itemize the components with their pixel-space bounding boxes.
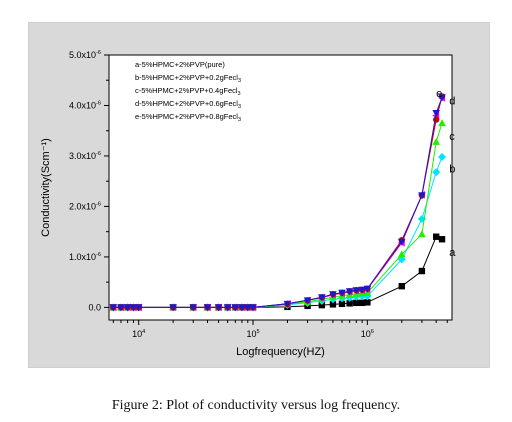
data-point-extra	[169, 304, 177, 312]
data-point-extra	[438, 94, 446, 102]
y-tick-label: 3.0x10-6	[69, 151, 101, 161]
curve-label-d: d	[449, 95, 455, 107]
legend-entry: a-5%HPMC+2%PVP(pure)	[135, 60, 225, 69]
data-point-extra	[318, 294, 326, 302]
data-point-extra	[418, 192, 426, 200]
data-point-c	[397, 250, 406, 258]
y-axis-label: Conductivity(Scm⁻¹)	[40, 138, 52, 237]
legend-entry: d-5%HPMC+2%PVP+0.6gFecl3	[135, 99, 241, 110]
data-point-extra	[329, 291, 337, 299]
plot-area	[108, 54, 453, 321]
y-tick-label: 5.0x10-6	[69, 50, 101, 60]
data-point-extra	[243, 304, 252, 312]
data-point-a	[353, 299, 360, 307]
legend-entry: c-5%HPMC+2%PVP+0.4gFecl3	[135, 86, 241, 97]
y-tick-label: 1.0x10-6	[69, 252, 101, 262]
data-point-extra	[129, 304, 138, 312]
data-point-extra	[345, 288, 354, 296]
data-point-extra	[363, 285, 372, 293]
data-point-b	[432, 168, 441, 177]
data-point-extra	[189, 304, 198, 312]
data-point-a	[418, 267, 426, 275]
data-point-extra	[397, 238, 406, 246]
data-point-extra	[432, 110, 440, 118]
x-tick-label: 106	[361, 329, 374, 339]
curve-label-e: e	[436, 88, 442, 100]
curve-label-c: c	[449, 131, 455, 143]
data-point-extra	[223, 304, 232, 312]
y-tick-label: 4.0x10-6	[69, 100, 101, 110]
data-point-extra	[238, 304, 246, 312]
curve-label-a: a	[449, 247, 456, 259]
data-point-c	[438, 119, 446, 127]
data-point-extra	[117, 304, 125, 312]
data-point-extra	[109, 304, 118, 312]
data-point-a	[432, 233, 440, 240]
data-point-extra	[358, 286, 366, 294]
data-point-c	[418, 230, 426, 238]
figure-caption: Figure 2: Plot of conductivity versus lo…	[111, 398, 401, 413]
data-point-b	[397, 255, 406, 264]
data-point-extra	[352, 287, 361, 295]
x-tick-label: 104	[132, 329, 145, 339]
data-point-a	[438, 236, 446, 243]
data-point-extra	[203, 304, 212, 312]
data-point-b	[438, 152, 447, 161]
y-tick-label: 2.0x10-6	[69, 201, 101, 211]
data-point-a	[398, 282, 405, 290]
conductivity-chart: 104 105 106 0.0 1.0x10-6 2.0x10-6 3.0x10-6 4.0x…	[40, 50, 456, 358]
y-tick-label: 0.0	[88, 302, 101, 312]
data-point-extra	[303, 297, 312, 305]
data-point-extra	[249, 304, 257, 312]
data-point-a	[329, 301, 337, 308]
curve-label-b: b	[449, 164, 455, 176]
x-tick-label: 105	[246, 329, 259, 339]
data-point-extra	[134, 304, 143, 312]
data-point-a	[364, 299, 371, 306]
legend-entry: b-5%HPMC+2%PVP+0.2gFecl3	[135, 73, 241, 84]
data-point-e	[432, 116, 440, 123]
plot-panel: 104 105 106 0.0 1.0x10-6 2.0x10-6 3.0x10-6 4.0x…	[29, 23, 489, 367]
data-point-a	[358, 299, 366, 307]
data-point-a	[318, 301, 326, 309]
legend-entry: e-5%HPMC+2%PVP+0.8gFecl3	[135, 112, 241, 123]
data-point-extra	[231, 304, 240, 312]
data-point-extra	[338, 289, 346, 297]
data-point-a	[338, 300, 346, 308]
data-point-a	[346, 300, 353, 307]
data-point-extra	[123, 304, 132, 312]
data-point-c	[432, 137, 440, 145]
figure-frame: 104 105 106 0.0 1.0x10-6 2.0x10-6 3.0x10-6 4.0x…	[28, 22, 490, 368]
x-axis-label: Logfrequency(HZ)	[236, 346, 325, 358]
data-point-extra	[214, 304, 223, 312]
data-point-extra	[283, 300, 292, 308]
